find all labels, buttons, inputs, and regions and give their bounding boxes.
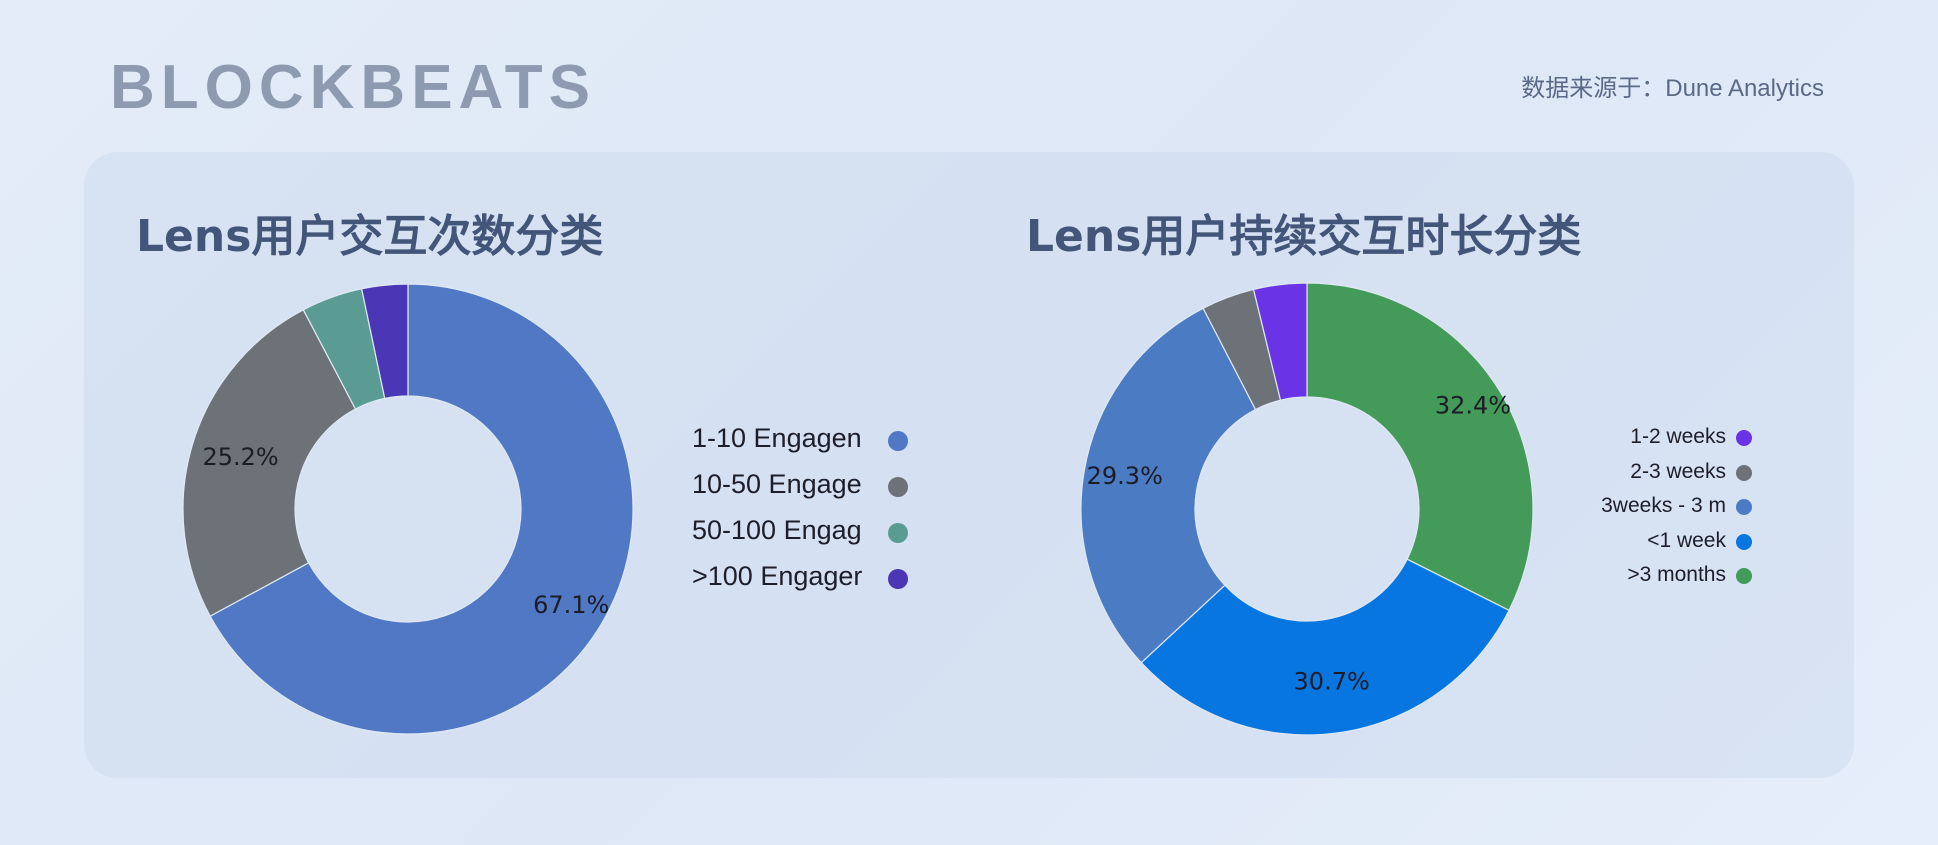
slice-1-week (1140, 558, 1510, 736)
chart-title-engagement-duration: Lens用户持续交互时长分类 (1026, 211, 1582, 262)
legend-swatch-50-100-engag (888, 523, 908, 543)
legend-item-1-10-engagen[interactable]: 1-10 Engagen (692, 423, 862, 453)
slice-1-10-engagen (209, 283, 634, 735)
legend-swatch-10-50-engage (888, 477, 908, 497)
legend-item-3weeks-3-m[interactable]: 3weeks - 3 m (1601, 494, 1726, 517)
slice-100-engager (360, 283, 409, 400)
slice-1-2-weeks (1252, 282, 1308, 401)
legend-item-100-engager[interactable]: >100 Engager (692, 561, 863, 591)
legend-item-10-50-engage[interactable]: 10-50 Engage (692, 469, 862, 499)
legend-item-50-100-engag[interactable]: 50-100 Engag (692, 515, 862, 545)
data-label-1-10-engagen: 67.1% (533, 591, 609, 619)
blockbeats-logo: BLOCKBEATS (110, 53, 596, 122)
data-source-label: 数据来源于：Dune Analytics (1521, 75, 1824, 102)
slice-3weeks-3-m (1080, 307, 1257, 664)
data-label-1-week: 30.7% (1294, 667, 1370, 695)
data-label-3-months: 32.4% (1435, 392, 1511, 420)
legend-swatch-100-engager (888, 569, 908, 589)
legend-swatch-1-2-weeks (1736, 430, 1752, 446)
legend-swatch-2-3-weeks (1736, 464, 1752, 481)
legend-item-3-months[interactable]: >3 months (1627, 563, 1726, 586)
legend-item-1-2-weeks[interactable]: 1-2 weeks (1630, 425, 1726, 448)
legend-swatch-3weeks-3-m (1736, 499, 1752, 515)
legend-swatch-3-months (1736, 568, 1752, 584)
legend-item-1-week[interactable]: <1 week (1647, 528, 1726, 552)
slice-10-50-engage (182, 309, 357, 617)
legend-item-2-3-weeks[interactable]: 2-3 weeks (1630, 459, 1726, 483)
slice-3-months (1306, 282, 1534, 612)
legend-swatch-1-week (1736, 533, 1752, 550)
data-label-3weeks-3-m: 29.3% (1087, 462, 1163, 490)
data-label-10-50-engage: 25.2% (202, 443, 278, 471)
legend-swatch-1-10-engagen (888, 431, 908, 451)
chart-title-engagement-count: Lens用户交互次数分类 (136, 211, 604, 262)
